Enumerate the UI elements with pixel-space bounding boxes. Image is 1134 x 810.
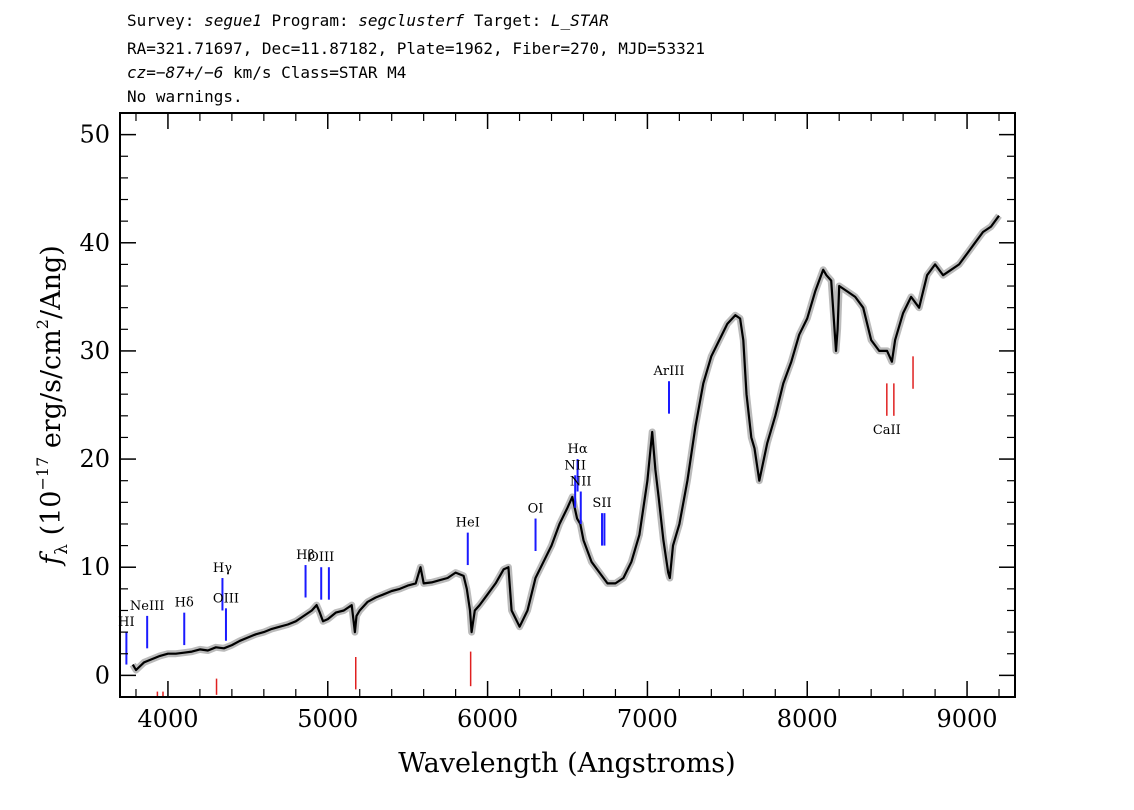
- x-tick-label: 8000: [777, 705, 838, 733]
- x-tick-label: 6000: [457, 705, 518, 733]
- header-line-4: No warnings.: [127, 87, 243, 106]
- cz-variable: cz: [127, 63, 147, 82]
- absorption-line-label: CaII: [873, 423, 901, 438]
- x-tick-label: 5000: [297, 705, 358, 733]
- emission-line-label: OI: [528, 502, 544, 517]
- spectrum-line: [131, 215, 1000, 672]
- emission-line-label: ArIII: [652, 364, 684, 379]
- emission-line-label: NeIII: [130, 599, 164, 614]
- emission-line-label: OIII: [213, 591, 239, 606]
- target-label: Target:: [473, 11, 542, 30]
- x-axis-label: Wavelength (Angstroms): [398, 748, 735, 779]
- survey-label: Survey:: [127, 11, 195, 30]
- y-tick-label: 30: [79, 337, 110, 365]
- emission-line-label: SII: [592, 496, 611, 511]
- header-line-3: cz=−87+/−6 km/s Class=STAR M4: [127, 64, 406, 82]
- emission-line-label: Hδ: [175, 596, 194, 611]
- y-tick-label: 10: [79, 553, 110, 581]
- header-line-2: RA=321.71697, Dec=11.87182, Plate=1962, …: [127, 39, 705, 58]
- y-tick-label: 0: [95, 661, 110, 689]
- x-tick-label: 9000: [937, 705, 998, 733]
- survey-value: segue1: [204, 11, 262, 30]
- emission-line-label: HI: [118, 615, 134, 630]
- cz-value: =−87+/−6: [146, 63, 224, 82]
- emission-line-label: Hβ: [296, 548, 315, 563]
- emission-line-label: OIII: [308, 550, 334, 565]
- y-tick-label: 50: [79, 121, 110, 149]
- emission-line-label: Hα: [568, 442, 588, 457]
- program-label: Program:: [271, 11, 349, 30]
- target-value: L_STAR: [550, 11, 609, 30]
- header-line-1: Survey: segue1 Program: segclusterf Targ…: [127, 12, 609, 30]
- emission-line-label: NII: [564, 458, 586, 473]
- program-value: segclusterf: [358, 11, 465, 30]
- y-tick-label: 20: [79, 445, 110, 473]
- emission-line-label: NII: [570, 475, 592, 490]
- spectrum-error-band: [129, 213, 1002, 674]
- x-tick-label: 7000: [617, 705, 678, 733]
- plot-frame: [119, 112, 1016, 698]
- x-tick-label: 4000: [137, 705, 198, 733]
- emission-line-label: Hγ: [213, 561, 232, 576]
- y-axis-label: fλ (10−17 erg/s/cm2/Ang): [33, 245, 72, 567]
- emission-line-label: HeI: [456, 516, 480, 531]
- cz-class: km/s Class=STAR M4: [223, 63, 407, 82]
- y-tick-label: 40: [79, 229, 110, 257]
